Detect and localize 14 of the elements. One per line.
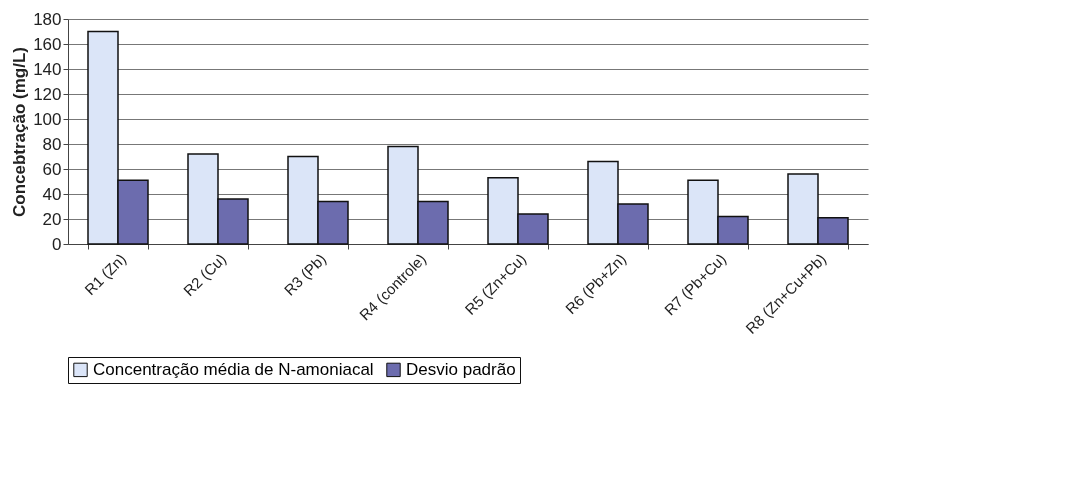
y-tick-label: 140 xyxy=(33,59,62,79)
y-tick-label: 80 xyxy=(42,134,62,154)
y-tick-label: 100 xyxy=(33,109,62,129)
y-tick-label: 160 xyxy=(33,34,62,54)
legend-label: Concentração média de N-amoniacal xyxy=(93,359,374,379)
legend-label: Desvio padrão xyxy=(406,359,516,379)
y-tick-label: 20 xyxy=(42,209,62,229)
y-axis-title: Concebtração (mg/L) xyxy=(10,46,30,218)
y-tick-label: 180 xyxy=(33,9,62,29)
x-tick-label: R1 (Zn) xyxy=(81,250,130,299)
y-tick-label: 120 xyxy=(33,84,62,104)
y-tick-label: 60 xyxy=(42,159,62,179)
y-tick-label: 40 xyxy=(42,184,62,204)
y-tick-label: 0 xyxy=(52,234,62,254)
